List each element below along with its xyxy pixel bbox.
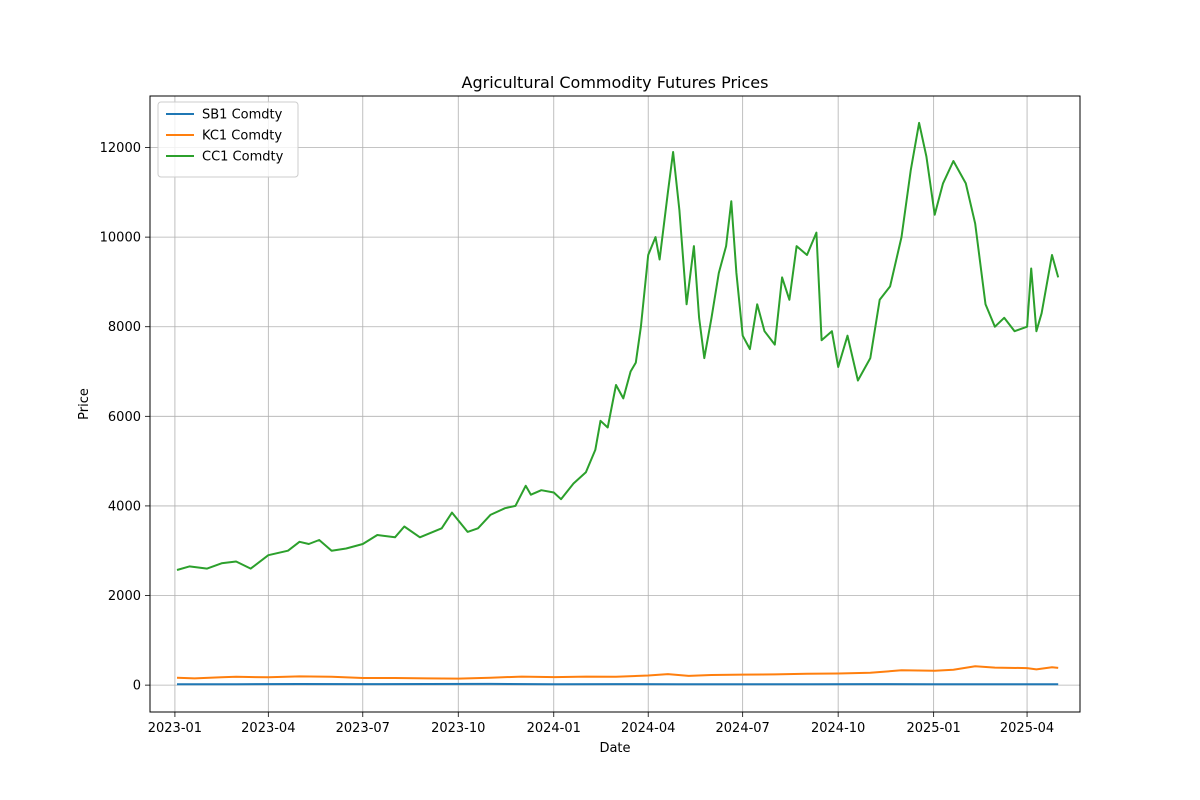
x-tick-label: 2024-04 xyxy=(621,721,675,736)
x-tick-label: 2025-01 xyxy=(906,721,960,736)
legend-label: KC1 Comdty xyxy=(202,129,282,144)
x-axis-label: Date xyxy=(599,741,630,756)
series-layer xyxy=(176,121,1060,686)
y-tick-label: 10000 xyxy=(100,231,141,246)
x-tick-label: 2024-01 xyxy=(527,721,581,736)
y-tick-label: 6000 xyxy=(108,410,141,425)
x-tick-label: 2024-07 xyxy=(716,721,770,736)
y-tick-label: 12000 xyxy=(100,141,141,156)
legend-box xyxy=(157,101,299,178)
x-tick-label: 2023-04 xyxy=(241,721,295,736)
y-tick-label: 8000 xyxy=(108,320,141,335)
legend: SB1 Comdty KC1 Comdty CC1 Comdty xyxy=(157,101,299,178)
chart-title: Agricultural Commodity Futures Prices xyxy=(462,73,769,92)
axis-ticks: 2023-01 2023-04 2023-07 2023-10 2024-01 2024-… xyxy=(100,141,1055,736)
x-tick-label: 2023-10 xyxy=(431,721,485,736)
x-tick-label: 2025-04 xyxy=(1000,721,1054,736)
x-tick-label: 2024-10 xyxy=(811,721,865,736)
plot-frame xyxy=(149,95,1081,713)
y-tick-label: 0 xyxy=(133,679,141,694)
series-line-cc1 xyxy=(176,121,1060,571)
x-tick-label: 2023-07 xyxy=(336,721,390,736)
legend-label: CC1 Comdty xyxy=(202,150,284,165)
y-axis-label: Price xyxy=(77,388,92,420)
legend-label: SB1 Comdty xyxy=(202,108,283,123)
y-tick-label: 4000 xyxy=(108,499,141,514)
y-tick-label: 2000 xyxy=(108,589,141,604)
series-line-kc1 xyxy=(176,665,1059,680)
x-tick-label: 2023-01 xyxy=(148,721,202,736)
